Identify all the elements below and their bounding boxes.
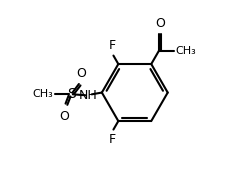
Text: NH: NH (79, 89, 98, 102)
Text: F: F (109, 134, 116, 146)
Text: CH₃: CH₃ (175, 46, 196, 56)
Text: O: O (76, 67, 86, 80)
Text: CH₃: CH₃ (32, 89, 53, 99)
Text: F: F (109, 39, 116, 52)
Text: O: O (155, 17, 165, 30)
Text: O: O (59, 110, 69, 123)
Text: S: S (67, 87, 76, 101)
